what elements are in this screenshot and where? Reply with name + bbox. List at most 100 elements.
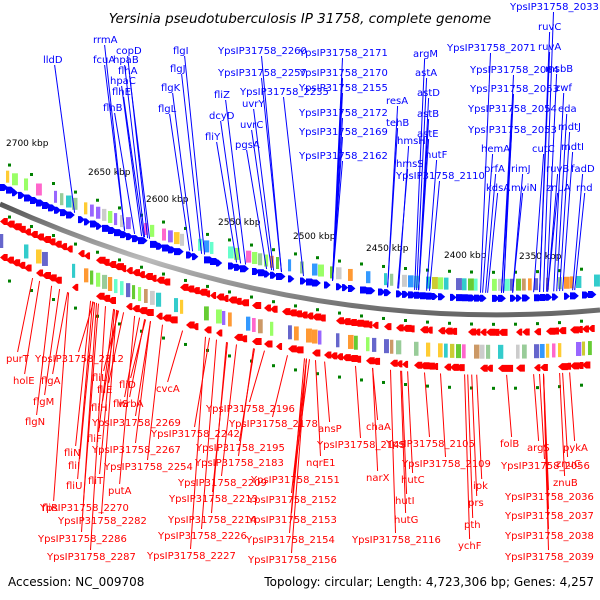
reverse-gene-arrow [204, 326, 212, 334]
forward-gene-label: YpsIP31758_2260 [217, 46, 307, 57]
forward-gene-arrow [450, 293, 457, 301]
reverse-gene-label: YpsIP31758_2105 [385, 439, 475, 450]
feature-band [312, 329, 318, 344]
feature-band [354, 335, 358, 350]
forward-gene-arrow [126, 233, 134, 241]
feature-band [108, 210, 113, 223]
feature-band [438, 277, 444, 290]
reverse-gene-arrow [126, 303, 133, 311]
feature-band [576, 341, 582, 356]
feature-band [114, 213, 118, 226]
feature-band [498, 344, 504, 359]
scale-tick [272, 248, 275, 252]
forward-gene-label: mdtJ [558, 122, 581, 133]
forward-gene-label: ruvA [538, 42, 561, 53]
reverse-gene-arrow [48, 274, 57, 282]
gene-connector-line [553, 92, 565, 292]
reverse-gene-label: fliR [42, 503, 58, 514]
gene-connector-line [387, 127, 399, 288]
reverse-gene-label: YpsIP31758_2154 [245, 535, 335, 546]
scale-tick [52, 182, 55, 186]
feature-band [126, 217, 131, 230]
gene-connector-line [211, 342, 227, 514]
forward-gene-label: flhB [103, 103, 123, 114]
reverse-gene-arrow [216, 293, 225, 301]
reverse-gene-arrow [252, 337, 262, 345]
gene-connector-line [543, 373, 549, 551]
gene-connector-line [225, 99, 247, 265]
forward-gene-arrow [234, 263, 242, 271]
feature-band [24, 244, 29, 259]
reverse-gene-arrow [516, 364, 525, 372]
forward-gene-label: cutC [532, 144, 555, 155]
gene-connector-line [167, 330, 184, 383]
scale-tick [536, 322, 539, 326]
forward-gene-label: YpsIP31758_2162 [298, 151, 388, 162]
gene-connector-line [124, 64, 146, 238]
feature-band [252, 251, 258, 264]
kbp-label: 2450 kbp [366, 244, 409, 254]
reverse-gene-arrow [66, 245, 73, 253]
reverse-gene-arrow [396, 360, 403, 368]
scale-tick [360, 262, 363, 266]
gene-connector-line [181, 73, 203, 254]
forward-gene-label: flgJ [170, 64, 186, 75]
forward-gene-label: kdsA [486, 183, 510, 194]
scale-tick [536, 386, 539, 390]
feature-band [156, 292, 162, 307]
reverse-gene-arrow [552, 327, 559, 335]
gene-connector-line [201, 339, 217, 530]
scale-tick [448, 321, 451, 325]
gene-connector-line [569, 372, 576, 442]
reverse-gene-label: fliT [88, 476, 104, 487]
feature-band [444, 277, 449, 290]
scale-tick [426, 268, 429, 272]
feature-band [330, 266, 334, 279]
scale-tick [360, 378, 363, 382]
forward-gene-label: prfA [484, 164, 505, 175]
feature-band [480, 344, 485, 359]
feature-band [36, 249, 42, 264]
gene-connector-line [480, 52, 491, 293]
scale-tick [162, 272, 165, 276]
gene-connector-line [119, 315, 136, 485]
forward-gene-arrow [138, 237, 148, 245]
scale-tick [316, 372, 319, 376]
scale-tick [404, 383, 407, 387]
reverse-gene-label: fliF [87, 434, 102, 445]
gene-connector-line [471, 374, 478, 497]
reverse-gene-label: narX [366, 473, 390, 484]
forward-gene-arrow [300, 277, 307, 285]
reverse-gene-label: prs [468, 498, 484, 509]
feature-band [72, 197, 78, 210]
forward-gene-arrow [186, 251, 194, 259]
feature-band [558, 343, 562, 358]
feature-band [96, 206, 101, 219]
reverse-gene-arrow [6, 256, 14, 264]
genome-backbone [0, 201, 600, 318]
forward-gene-label: fliZ [214, 90, 230, 101]
reverse-gene-arrow [12, 259, 21, 267]
reverse-gene-arrow [234, 297, 242, 305]
reverse-gene-arrow [126, 267, 133, 275]
scale-tick [74, 190, 77, 194]
scale-tick [558, 321, 561, 325]
gene-connector-line [77, 301, 94, 480]
scale-tick [492, 386, 495, 390]
reverse-gene-arrow [0, 254, 8, 261]
gene-connector-line [135, 320, 151, 417]
reverse-gene-arrow [420, 326, 429, 334]
forward-gene-arrow [54, 206, 62, 214]
gene-connector-line [272, 355, 288, 418]
forward-gene-arrow [348, 284, 356, 292]
gene-connector-line [482, 153, 494, 293]
reverse-gene-arrow [444, 363, 452, 371]
feature-band [288, 325, 292, 340]
forward-gene-arrow [546, 293, 553, 301]
gene-connector-line [424, 372, 430, 438]
feature-band [84, 202, 88, 215]
genome-summary: Topology: circular; Length: 4,723,306 bp… [263, 575, 594, 589]
forward-gene-label: YpsIP31758_2155 [298, 83, 388, 94]
gene-connector-line [291, 358, 307, 554]
scale-tick [294, 252, 297, 256]
